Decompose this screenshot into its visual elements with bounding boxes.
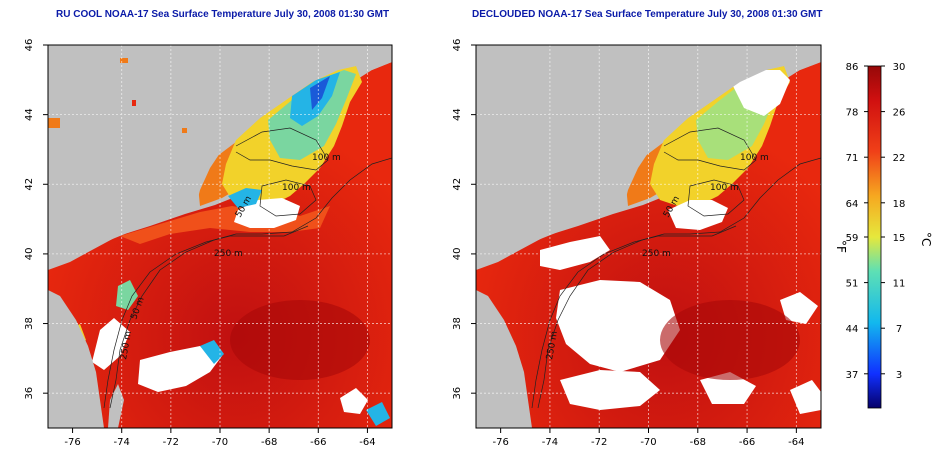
fahrenheit-tick-label: 78: [846, 108, 859, 119]
y-tick-label: 36: [24, 387, 35, 400]
celsius-tick-label: 26: [893, 108, 906, 119]
x-tick-label: -68: [261, 437, 277, 448]
fahrenheit-tick-label: 37: [846, 370, 859, 381]
y-tick-label: 46: [452, 39, 463, 52]
left-panel-title: RU COOL NOAA-17 Sea Surface Temperature …: [56, 9, 390, 20]
contour-label: 250 m: [214, 249, 243, 259]
x-tick-label: -66: [310, 437, 326, 448]
contour-label: 100 m: [740, 153, 769, 163]
fahrenheit-tick-label: 86: [846, 62, 859, 73]
fahrenheit-tick-label: 71: [846, 153, 859, 164]
celsius-tick-label: 15: [893, 233, 906, 244]
fahrenheit-tick-label: 59: [846, 233, 859, 244]
x-tick-label: -76: [64, 437, 80, 448]
y-tick-label: 40: [452, 248, 463, 261]
x-tick-label: -76: [492, 437, 508, 448]
x-tick-label: -74: [114, 437, 130, 448]
x-tick-label: -72: [591, 437, 607, 448]
contour-label: 100 m: [312, 153, 341, 163]
y-tick-label: 40: [24, 248, 35, 261]
right-map: [476, 45, 821, 428]
fahrenheit-label: °F: [834, 240, 848, 253]
x-tick-label: -72: [163, 437, 179, 448]
contour-label: 250 m: [545, 330, 560, 360]
contour-label: 250 m: [119, 330, 134, 360]
contour-label: 100 m: [282, 183, 311, 193]
y-tick-label: 38: [452, 317, 463, 330]
y-tick-label: 44: [452, 108, 463, 121]
fahrenheit-tick-label: 44: [846, 324, 859, 335]
y-tick-label: 42: [452, 178, 463, 191]
celsius-tick-label: 18: [893, 199, 906, 210]
y-tick-label: 46: [24, 39, 35, 52]
celsius-tick-label: 7: [896, 324, 902, 335]
right-panel-title: DECLOUDED NOAA-17 Sea Surface Temperatur…: [472, 9, 823, 20]
colorbar: [867, 65, 882, 409]
fahrenheit-tick-label: 64: [846, 199, 859, 210]
y-tick-label: 38: [24, 317, 35, 330]
celsius-tick-label: 3: [896, 370, 902, 381]
celsius-tick-label: 30: [893, 62, 906, 73]
celsius-tick-label: 22: [893, 153, 906, 164]
x-tick-label: -70: [640, 437, 656, 448]
y-tick-label: 36: [452, 387, 463, 400]
contour-label: 100 m: [710, 183, 739, 193]
x-tick-label: -64: [788, 437, 804, 448]
celsius-tick-label: 11: [893, 279, 906, 290]
celsius-label: °C: [919, 232, 933, 246]
y-tick-label: 42: [24, 178, 35, 191]
x-tick-label: -74: [542, 437, 558, 448]
x-tick-label: -70: [212, 437, 228, 448]
x-tick-label: -68: [690, 437, 706, 448]
y-tick-label: 44: [24, 108, 35, 121]
x-tick-label: -66: [739, 437, 755, 448]
contour-label: 250 m: [642, 249, 671, 259]
x-tick-label: -64: [359, 437, 375, 448]
fahrenheit-tick-label: 51: [846, 279, 859, 290]
